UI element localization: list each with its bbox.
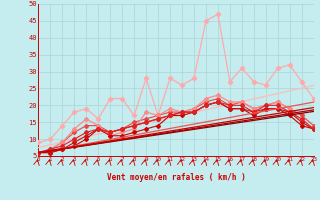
X-axis label: Vent moyen/en rafales ( km/h ): Vent moyen/en rafales ( km/h ) (107, 174, 245, 182)
